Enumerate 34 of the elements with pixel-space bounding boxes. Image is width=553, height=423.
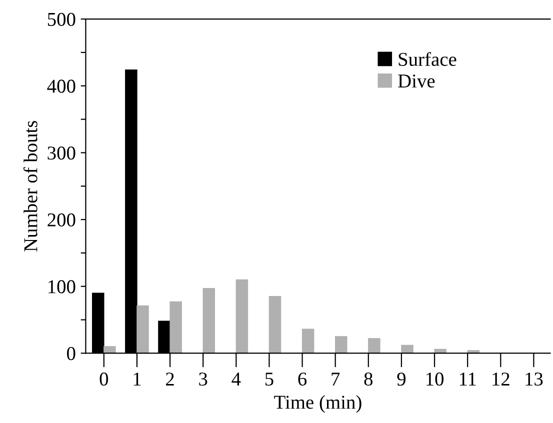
- x-tick-label: 0: [100, 372, 108, 386]
- legend-label: Dive: [398, 74, 435, 88]
- x-tick-label: 2: [166, 372, 174, 386]
- y-tick-label: 100: [48, 280, 76, 294]
- bar: [170, 301, 182, 354]
- bar: [401, 344, 414, 354]
- x-tick-label: 4: [232, 372, 241, 386]
- legend-label: Surface: [398, 52, 456, 66]
- x-tick-label: 9: [397, 372, 406, 386]
- x-tick-label: 5: [265, 372, 274, 386]
- bar: [368, 338, 380, 354]
- bar: [302, 328, 314, 354]
- bar: [136, 305, 149, 354]
- bar: [268, 296, 282, 354]
- y-tick-label: 300: [48, 146, 76, 160]
- y-axis-title: Number of bouts: [23, 120, 38, 252]
- x-tick-label: 3: [199, 372, 208, 386]
- x-axis-title: Time (min): [274, 395, 362, 413]
- x-tick-label: 11: [460, 372, 476, 386]
- x-tick-label: 7: [332, 372, 340, 386]
- x-tick-label: 13: [526, 372, 543, 386]
- y-tick-label: 500: [48, 12, 76, 26]
- x-tick-label: 10: [426, 372, 444, 386]
- x-tick-label: 6: [298, 372, 307, 386]
- y-tick-label: 400: [47, 80, 76, 93]
- bar: [202, 288, 216, 354]
- bar: [104, 346, 116, 354]
- x-tick-label: 8: [364, 372, 373, 386]
- y-tick-label: 0: [67, 347, 76, 360]
- bar: [236, 279, 248, 354]
- y-tick-label: 200: [48, 213, 76, 226]
- x-tick-label: 1: [134, 372, 141, 386]
- bar: [334, 336, 348, 354]
- x-tick-label: 12: [492, 372, 510, 386]
